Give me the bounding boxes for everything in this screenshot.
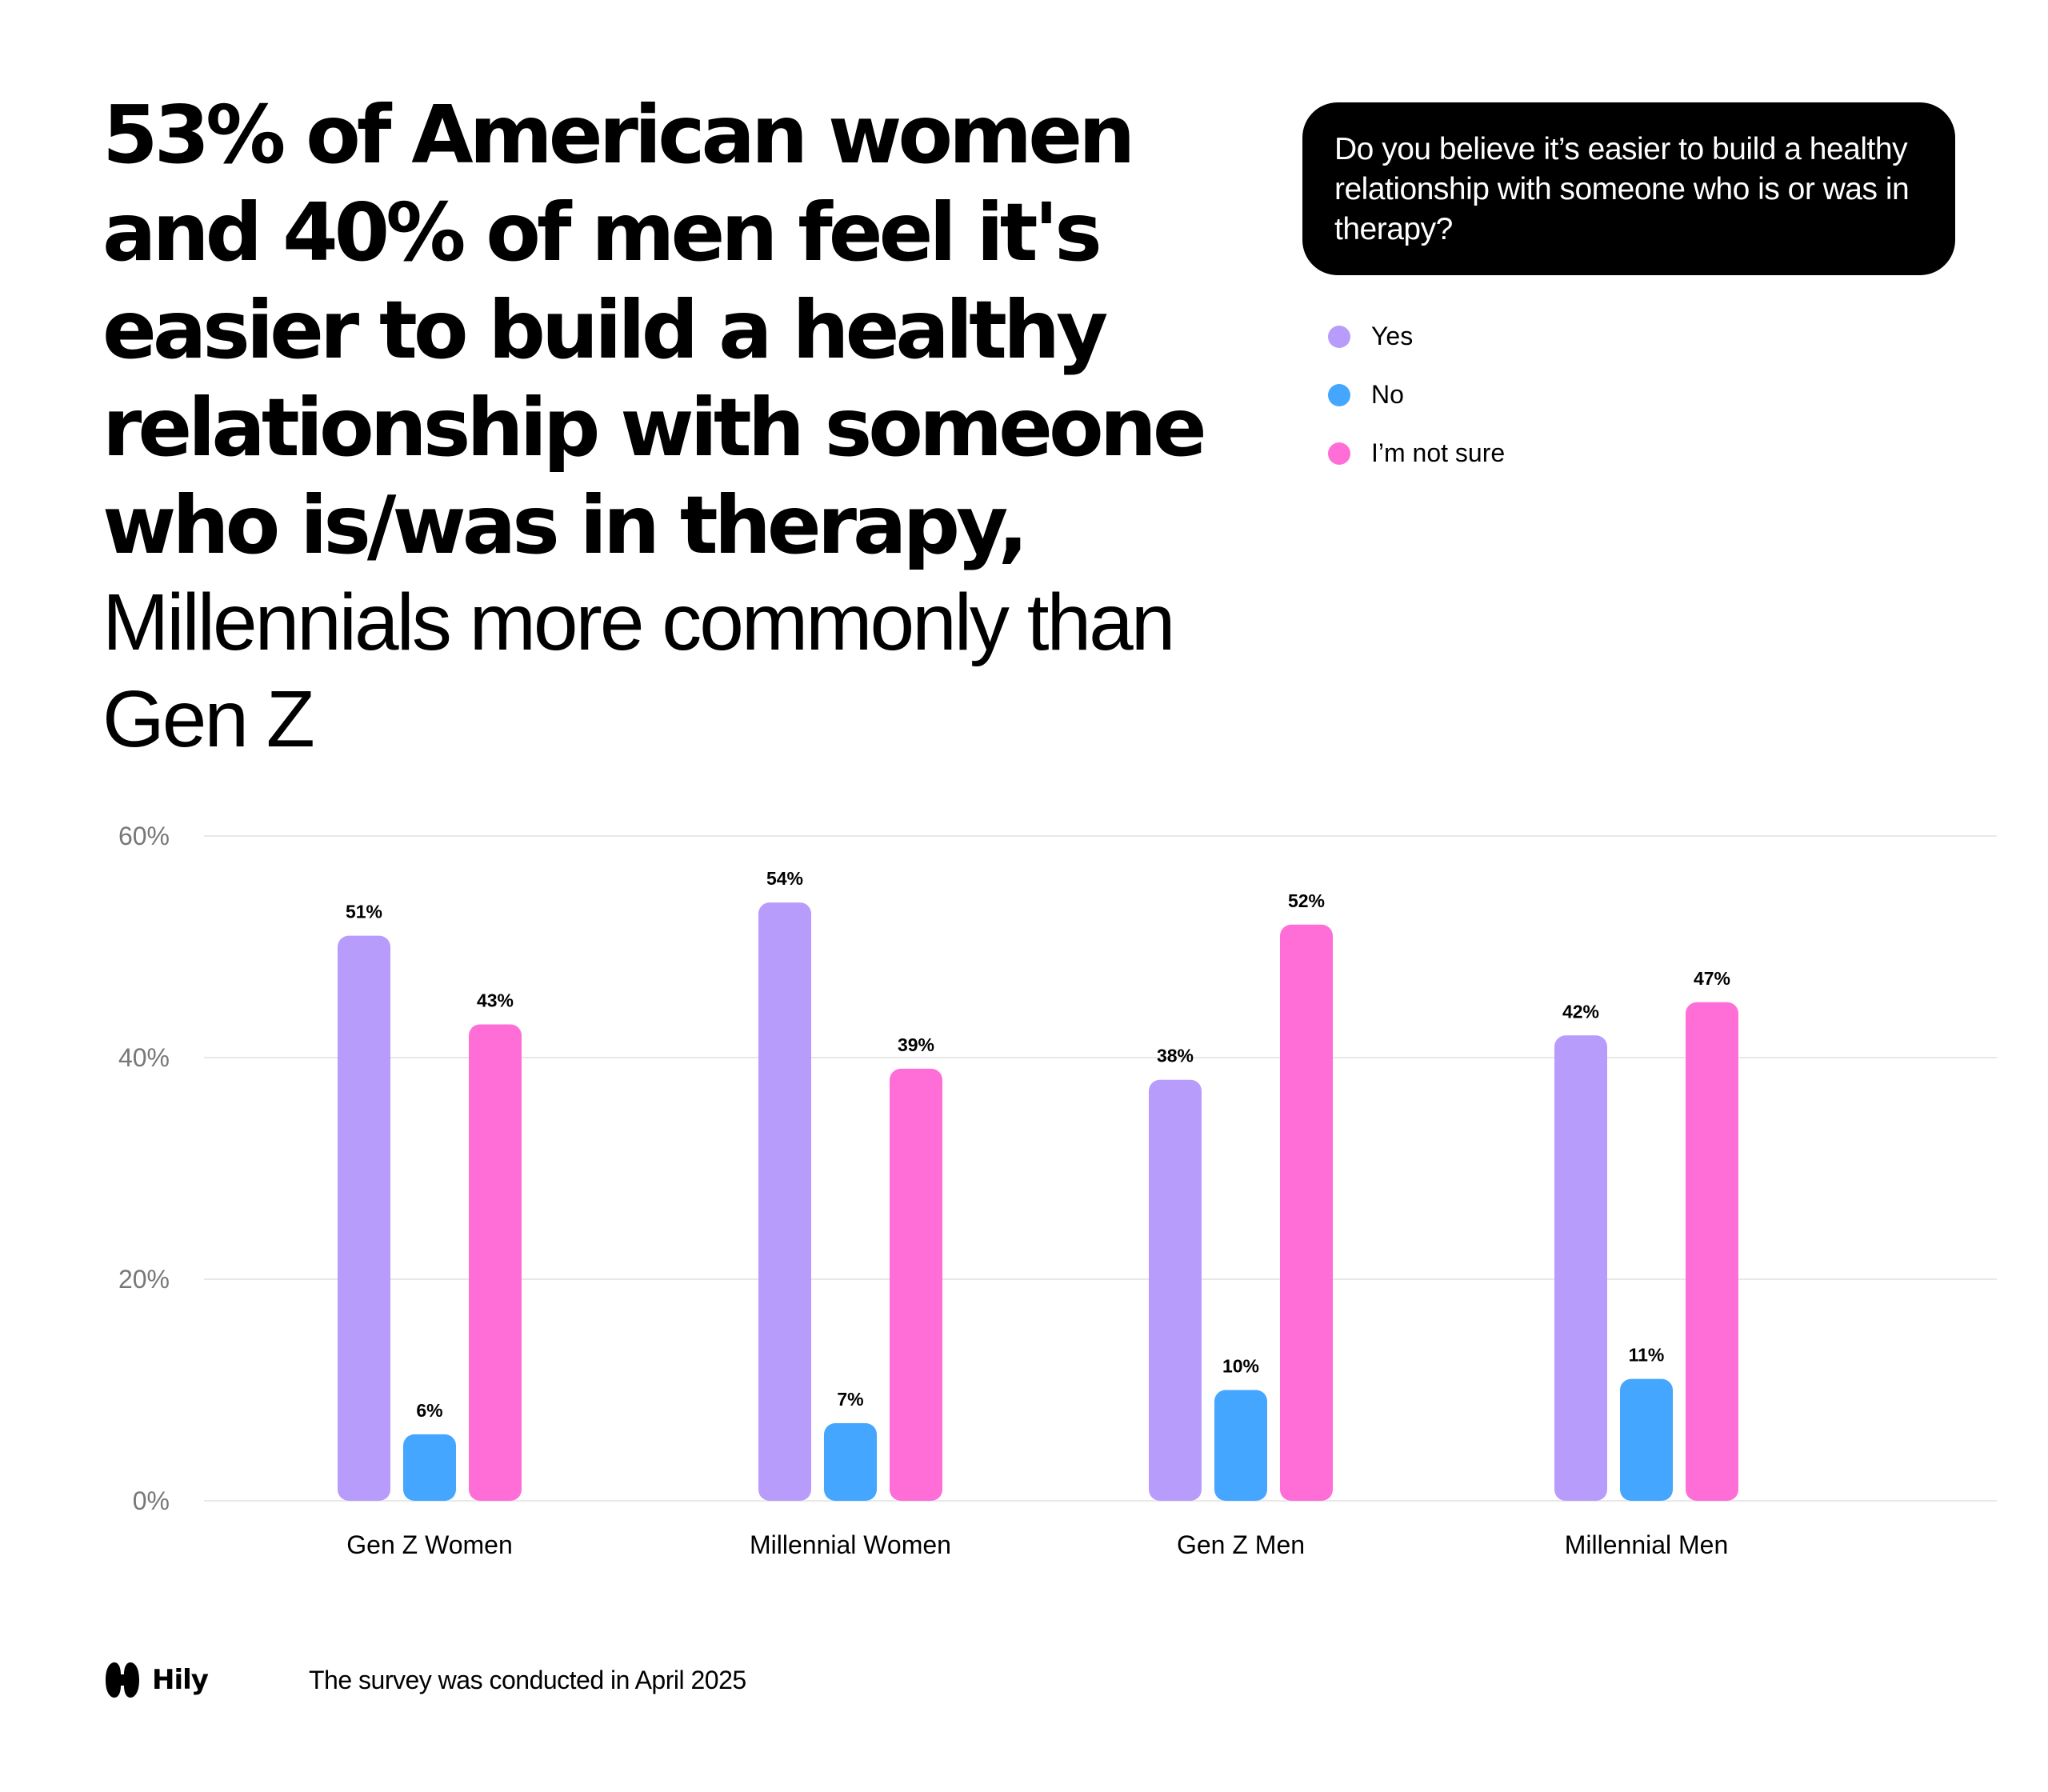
data-label-no-0: 6% <box>416 1400 442 1421</box>
bar-no-0 <box>403 1434 456 1501</box>
headline-regular: Millennials more commonly than Gen Z <box>102 578 1175 764</box>
data-label-no-2: 10% <box>1222 1356 1259 1377</box>
data-label-no-3: 11% <box>1629 1345 1665 1366</box>
survey-question-text: Do you believe it’s easier to build a he… <box>1334 132 1910 246</box>
data-label-yes-2: 38% <box>1157 1046 1194 1066</box>
y-tick-label-40: 40% <box>118 1043 170 1072</box>
x-category-label-3: Millennial Men <box>1565 1530 1729 1559</box>
bar-i-m-not-sure-3 <box>1686 1002 1738 1501</box>
data-label-i-m-not-sure-1: 39% <box>898 1034 934 1055</box>
x-category-label-0: Gen Z Women <box>346 1530 512 1559</box>
legend-label-yes: Yes <box>1371 322 1414 350</box>
legend-label-no: No <box>1371 380 1404 409</box>
legend-swatch-yes <box>1328 325 1350 348</box>
hily-logo-text: Hily <box>152 1664 209 1696</box>
data-label-i-m-not-sure-0: 43% <box>477 990 514 1010</box>
bar-no-1 <box>824 1423 877 1501</box>
legend-swatch-not-sure <box>1328 442 1350 465</box>
y-tick-label-0: 0% <box>133 1486 170 1515</box>
data-label-i-m-not-sure-2: 52% <box>1288 890 1325 911</box>
bar-i-m-not-sure-0 <box>469 1024 522 1501</box>
hily-logo: Hily <box>102 1661 309 1699</box>
legend-item-no: No <box>1328 366 1505 424</box>
chart-legend: Yes No I’m not sure <box>1328 307 1505 482</box>
data-label-yes-3: 42% <box>1562 1001 1599 1022</box>
bar-yes-0 <box>338 935 390 1501</box>
legend-item-not-sure: I’m not sure <box>1328 424 1505 482</box>
data-label-yes-1: 54% <box>766 868 803 889</box>
bar-i-m-not-sure-2 <box>1280 924 1333 1501</box>
legend-item-yes: Yes <box>1328 307 1505 366</box>
headline: 53% of American women and 40% of men fee… <box>102 86 1238 768</box>
x-category-label-2: Gen Z Men <box>1177 1530 1305 1559</box>
hily-logo-icon <box>106 1662 139 1698</box>
bar-no-2 <box>1214 1390 1267 1501</box>
legend-swatch-no <box>1328 383 1350 406</box>
y-tick-label-60: 60% <box>118 822 170 850</box>
bar-yes-1 <box>758 902 811 1501</box>
survey-footnote: The survey was conducted in April 2025 <box>309 1665 746 1694</box>
data-label-yes-0: 51% <box>346 902 382 922</box>
data-label-i-m-not-sure-3: 47% <box>1694 968 1730 989</box>
bar-yes-3 <box>1554 1035 1607 1501</box>
legend-label-not-sure: I’m not sure <box>1371 438 1506 467</box>
y-tick-label-20: 20% <box>118 1265 170 1294</box>
bar-no-3 <box>1620 1378 1673 1501</box>
data-label-no-1: 7% <box>837 1389 863 1410</box>
bar-i-m-not-sure-1 <box>890 1068 942 1501</box>
headline-bold: 53% of American women and 40% of men fee… <box>102 88 1207 572</box>
footer: Hily The survey was conducted in April 2… <box>102 1656 746 1704</box>
bar-yes-2 <box>1149 1079 1202 1501</box>
x-category-label-1: Millennial Women <box>750 1530 951 1559</box>
survey-question-box: Do you believe it’s easier to build a he… <box>1302 102 1955 275</box>
